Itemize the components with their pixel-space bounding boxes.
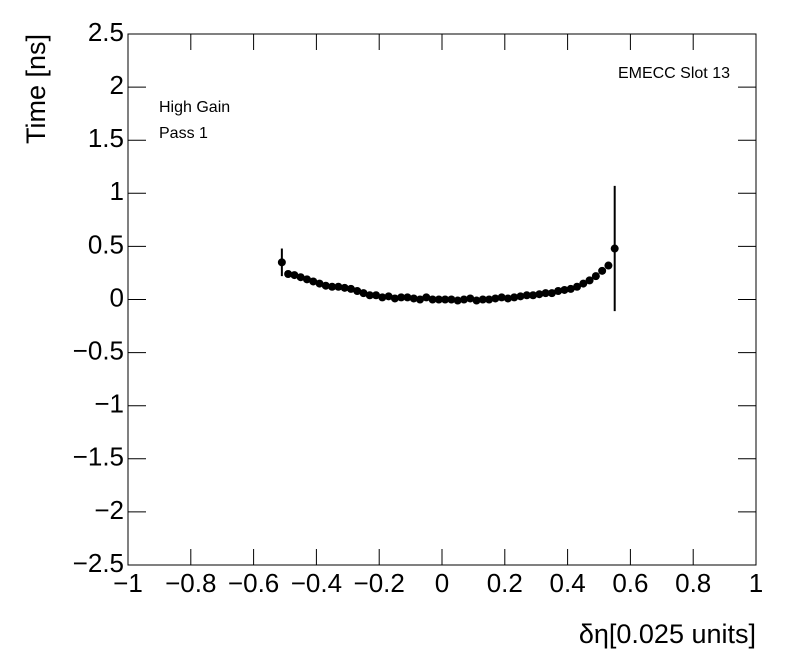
y-tick-label: −1.5 [73,442,124,472]
data-point [409,294,418,303]
data-point [503,294,512,303]
data-point [328,282,337,291]
y-tick-label: −0.5 [73,335,124,365]
data-point [485,295,494,304]
y-tick-label: −2 [94,495,124,525]
y-tick-label: 0 [110,282,124,312]
data-point [453,296,462,305]
x-tick-label: 0 [435,568,449,598]
data-point [397,293,406,302]
data-point [277,258,286,267]
data-point [491,294,500,303]
data-point [510,293,519,302]
data-point [472,296,481,305]
y-tick-label: 2.5 [88,17,124,47]
data-point [284,270,293,279]
data-point [604,261,613,270]
x-tick-label: −0.6 [228,568,279,598]
data-point [390,294,399,303]
x-tick-label: 0.4 [550,568,586,598]
data-point [384,292,393,301]
data-point [334,282,343,291]
data-point [372,291,381,300]
data-point [610,244,619,253]
annotation: EMECC Slot 13 [618,65,730,82]
data-point [585,276,594,285]
data-point [541,289,550,298]
data-point [346,284,355,293]
data-point [403,293,412,302]
annotation: Pass 1 [159,125,208,142]
y-tick-label: 0.5 [88,229,124,259]
data-point [478,295,487,304]
data-point [441,295,450,304]
data-point [359,289,368,298]
y-tick-label: −2.5 [73,548,124,578]
data-point [560,285,569,294]
y-tick-label: 1 [110,176,124,206]
data-point [315,279,324,288]
x-tick-label: 1 [749,568,763,598]
x-axis-label: δη[0.025 units] [579,619,756,649]
data-point [321,281,330,290]
y-tick-label: 2 [110,70,124,100]
x-tick-label: −0.8 [165,568,216,598]
data-point [353,287,362,296]
data-point [529,291,538,300]
data-point [547,289,556,298]
x-tick-label: 0.8 [675,568,711,598]
data-point [459,295,468,304]
y-axis-label: Time [ns] [21,34,51,144]
x-tick-label: −1 [113,568,143,598]
data-point [434,295,443,304]
data-point [573,282,582,291]
y-tick-label: 1.5 [88,123,124,153]
data-point [416,295,425,304]
data-point [516,292,525,301]
data-point [302,275,311,284]
data-point [290,271,299,280]
data-point [554,287,563,296]
x-tick-label: 0.6 [612,568,648,598]
data-point [497,293,506,302]
data-point [309,277,318,286]
y-tick-label: −1 [94,389,124,419]
data-point [422,293,431,302]
data-point [378,293,387,302]
data-point [365,291,374,300]
x-tick-label: −0.4 [291,568,342,598]
data-point [466,294,475,303]
data-point [447,295,456,304]
x-tick-label: 0.2 [487,568,523,598]
annotation: High Gain [159,99,230,116]
data-point [428,295,437,304]
data-point [296,273,305,282]
data-point [579,279,588,288]
data-point [340,283,349,292]
x-tick-label: −0.2 [354,568,405,598]
data-point [591,272,600,281]
data-point [566,284,575,293]
data-point [522,291,531,300]
data-point [598,266,607,275]
data-point [535,290,544,299]
